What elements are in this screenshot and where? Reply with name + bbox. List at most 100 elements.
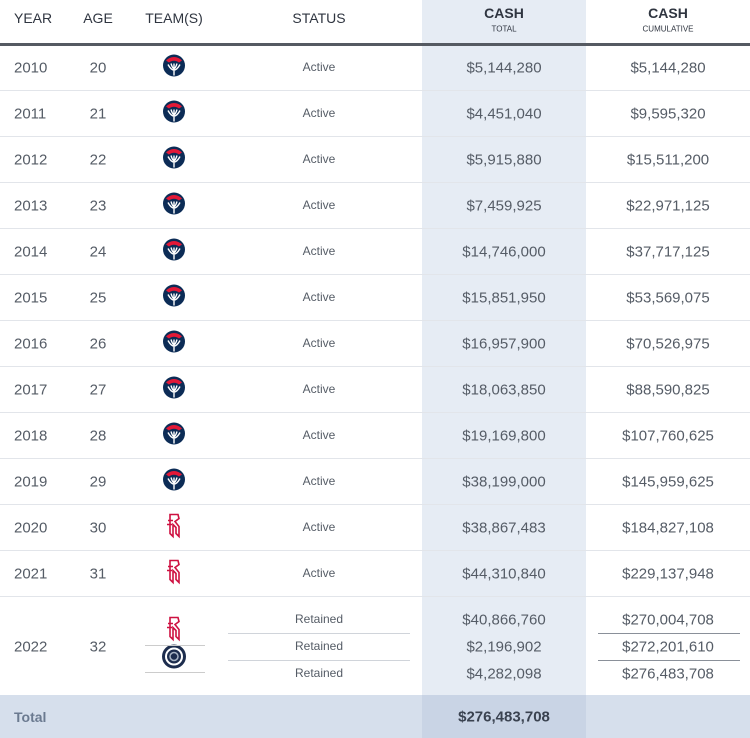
year-cell: 2015 xyxy=(14,289,48,307)
cumulative-cell: $270,004,708 xyxy=(622,611,714,629)
team-logo xyxy=(163,146,185,169)
team-logo xyxy=(163,100,185,123)
team-logo xyxy=(163,330,185,353)
cash-cell: $4,282,098 xyxy=(466,665,542,683)
row-rule xyxy=(0,320,750,321)
logo-cell xyxy=(162,192,186,221)
row-rule xyxy=(0,412,750,413)
status-cell: Active xyxy=(302,566,336,580)
logo-cell xyxy=(162,100,186,129)
age-cell: 23 xyxy=(89,197,107,215)
age-cell: 26 xyxy=(89,335,107,353)
sub-rule xyxy=(598,660,740,661)
cash-cell: $5,144,280 xyxy=(466,59,542,77)
cash-cell: $5,915,880 xyxy=(466,151,542,169)
team-logo xyxy=(163,238,185,261)
status-cell: Active xyxy=(302,520,336,534)
total-bg xyxy=(0,695,750,738)
status-cell: Active xyxy=(302,198,336,212)
cumulative-cell: $5,144,280 xyxy=(630,59,706,77)
cumulative-cell: $53,569,075 xyxy=(626,289,710,307)
age-cell: 30 xyxy=(89,519,107,537)
cumulative-cell: $88,590,825 xyxy=(626,381,710,399)
cumulative-cell: $107,760,625 xyxy=(622,427,714,445)
team-logo xyxy=(167,559,180,585)
age-cell: 27 xyxy=(89,381,107,399)
total-label: Total xyxy=(14,709,47,725)
row-rule xyxy=(0,366,750,367)
logo-cell xyxy=(162,54,186,83)
status-cell: Active xyxy=(302,106,336,120)
cash-cell: $38,199,000 xyxy=(462,473,546,491)
column-subheader: TOTAL xyxy=(491,24,517,34)
cumulative-cell: $229,137,948 xyxy=(622,565,714,583)
year-cell: 2018 xyxy=(14,427,48,445)
cash-cell: $4,451,040 xyxy=(466,105,542,123)
age-cell: 22 xyxy=(89,151,107,169)
row-rule xyxy=(0,550,750,551)
total-cash-bg xyxy=(422,695,586,738)
team-logo xyxy=(167,616,180,642)
column-header: TEAM(S) xyxy=(145,10,203,26)
column-header: YEAR xyxy=(14,10,53,26)
row-rule xyxy=(0,182,750,183)
cash-cell: $15,851,950 xyxy=(462,289,546,307)
logo-cell xyxy=(162,284,186,313)
column-header: AGE xyxy=(83,10,113,26)
row-rule xyxy=(0,596,750,597)
cash-cell: $38,867,483 xyxy=(462,519,546,537)
team-logo xyxy=(163,54,185,77)
logo-cell xyxy=(162,376,186,405)
age-cell: 29 xyxy=(89,473,107,491)
column-subheader: CUMULATIVE xyxy=(642,24,694,34)
year-cell: 2022 xyxy=(14,638,48,656)
age-cell: 21 xyxy=(89,105,107,123)
age-cell: 24 xyxy=(89,243,107,261)
team-logo xyxy=(163,376,185,399)
cash-cell: $14,746,000 xyxy=(462,243,546,261)
status-cell: Retained xyxy=(294,612,344,626)
sub-rule xyxy=(598,633,740,634)
team-logo xyxy=(163,468,185,491)
status-cell: Active xyxy=(302,382,336,396)
cash-cell: $16,957,900 xyxy=(462,335,546,353)
logo-cell xyxy=(162,330,186,359)
logo-cell xyxy=(164,616,184,647)
status-cell: Active xyxy=(302,474,336,488)
cash-cell: $18,063,850 xyxy=(462,381,546,399)
cumulative-cell: $15,511,200 xyxy=(626,151,710,169)
cash-cell: $40,866,760 xyxy=(462,611,546,629)
logo-cell xyxy=(162,468,186,497)
logo-cell xyxy=(164,559,184,590)
team-logo xyxy=(162,644,186,669)
cash-cell: $2,196,902 xyxy=(466,638,542,656)
logo-cell xyxy=(162,422,186,451)
logo-cell xyxy=(162,238,186,267)
age-cell: 31 xyxy=(89,565,107,583)
team-logo xyxy=(167,513,180,539)
logo-rule xyxy=(145,672,205,673)
year-cell: 2019 xyxy=(14,473,48,491)
cumulative-cell: $272,201,610 xyxy=(622,638,714,656)
year-cell: 2021 xyxy=(14,565,48,583)
team-logo xyxy=(163,422,185,445)
status-cell: Active xyxy=(302,428,336,442)
row-rule xyxy=(0,136,750,137)
status-cell: Active xyxy=(302,152,336,166)
team-logo xyxy=(163,192,185,215)
row-rule xyxy=(0,274,750,275)
row-rule xyxy=(0,90,750,91)
logo-cell xyxy=(161,644,187,675)
team-logo xyxy=(163,284,185,307)
row-rule xyxy=(0,504,750,505)
cash-cell: $7,459,925 xyxy=(466,197,542,215)
column-header: CASH xyxy=(484,5,524,21)
cumulative-cell: $145,959,625 xyxy=(622,473,714,491)
year-cell: 2014 xyxy=(14,243,48,261)
year-cell: 2020 xyxy=(14,519,48,537)
column-header: CASH xyxy=(648,5,688,21)
header-rule xyxy=(0,43,750,46)
